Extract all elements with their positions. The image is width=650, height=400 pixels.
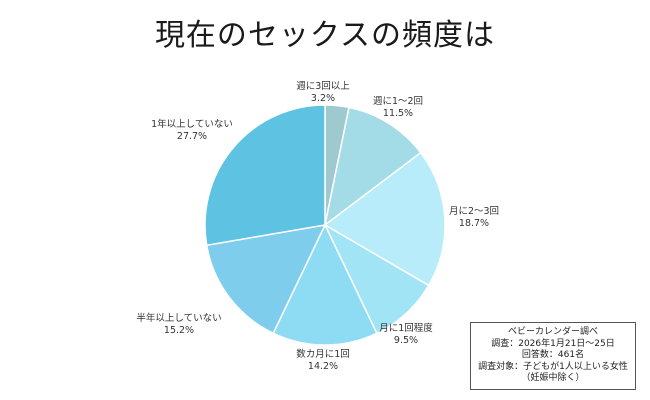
slice-category-label: 週に3回以上 [296, 80, 350, 92]
slice-value-label: 27.7% [177, 131, 207, 142]
slice-category-label: 週に1〜2回 [373, 95, 423, 107]
pie-slice [205, 224, 327, 335]
pie-slice [323, 151, 446, 287]
slice-value-label: 9.5% [394, 335, 418, 346]
chart-title: 現在のセックスの頻度は [154, 18, 496, 53]
source-line-4: 調査対象：子どもが1人以上いる女性 [478, 361, 628, 372]
slice-value-label: 15.2% [164, 325, 194, 336]
source-note-box: ベビーカレンダー調べ 調査：2026年1月21日〜25日 回答数：461名 調査… [470, 322, 636, 390]
pie-slice [204, 104, 326, 247]
slice-value-label: 18.7% [459, 218, 489, 229]
source-line-5: （妊娠中除く） [521, 373, 585, 383]
source-line-1: ベビーカレンダー調べ [507, 327, 598, 337]
slice-value-label: 11.5% [383, 108, 413, 119]
pie-slice [272, 223, 378, 346]
slice-value-label: 3.2% [311, 93, 335, 104]
slice-category-label: 数カ月に1回 [296, 348, 350, 360]
slice-category-label: 月に2〜3回 [449, 206, 499, 217]
source-line-2: 調査：2026年1月21日〜25日 [491, 338, 615, 349]
slice-category-label: 半年以上していない [136, 312, 221, 324]
pie-slice [323, 106, 422, 227]
slice-category-label: 月に1回程度 [379, 322, 433, 334]
source-line-3: 回答数：461名 [521, 350, 585, 360]
slice-category-label: 1年以上していない [151, 118, 233, 130]
slice-value-label: 14.2% [308, 361, 338, 372]
